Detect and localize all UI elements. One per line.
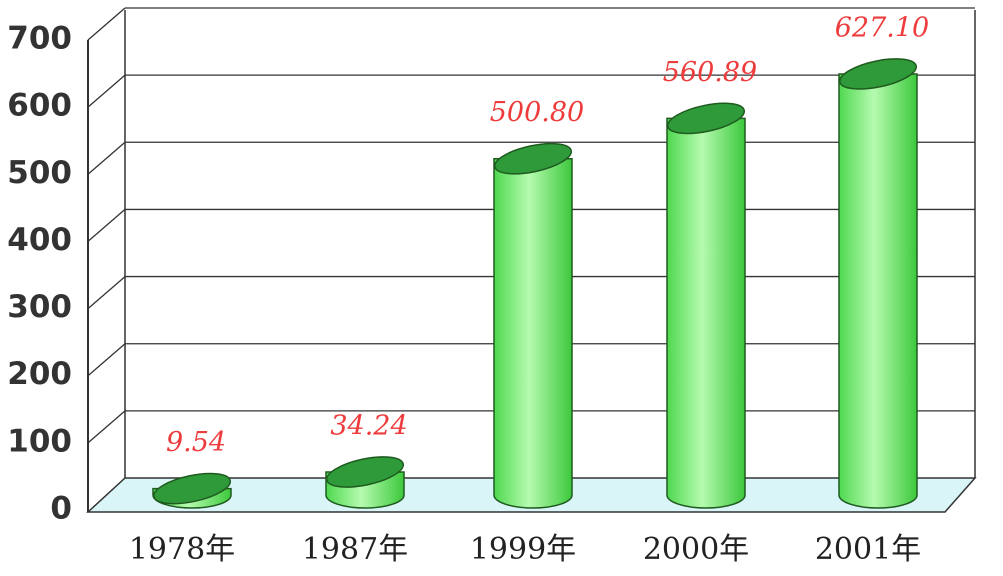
bar-top (494, 142, 572, 175)
bar-body (666, 117, 746, 509)
y-tick-label: 700 (7, 21, 72, 57)
bar-top (839, 58, 917, 90)
bar-body (493, 157, 573, 509)
bar-top (326, 456, 404, 488)
bar-top (667, 102, 745, 135)
bar-top (153, 472, 231, 505)
grid-line-side (87, 343, 126, 377)
value-label: 500.80 (490, 97, 584, 128)
bar (152, 472, 232, 509)
x-tick-label: 2001年 (815, 532, 921, 567)
grid-line-side (87, 208, 126, 242)
y-tick-label: 400 (7, 222, 72, 258)
bar (325, 456, 405, 509)
grid-line-side (87, 141, 126, 175)
x-tick-label: 2000年 (643, 532, 749, 567)
bar (838, 58, 918, 509)
value-label: 9.54 (166, 427, 226, 458)
grid-line-side (87, 276, 126, 310)
grid-line-side (87, 74, 126, 108)
bar (493, 142, 573, 509)
x-tick-label: 1999年 (470, 532, 576, 567)
bar-body (838, 73, 918, 509)
y-tick-label: 0 (50, 491, 72, 527)
x-tick-label: 1978年 (129, 532, 235, 567)
grid-line-side (87, 7, 126, 41)
value-label: 560.89 (663, 57, 757, 88)
y-tick-label: 100 (7, 423, 72, 459)
value-label: 34.24 (330, 411, 407, 442)
grid-line-side (87, 410, 126, 444)
y-tick-label: 600 (7, 88, 72, 124)
y-tick-label: 500 (7, 155, 72, 191)
x-tick-label: 1987年 (302, 532, 408, 567)
y-tick-label: 300 (7, 289, 72, 325)
value-label: 627.10 (835, 12, 929, 43)
y-tick-label: 200 (7, 356, 72, 392)
bar (666, 102, 746, 509)
